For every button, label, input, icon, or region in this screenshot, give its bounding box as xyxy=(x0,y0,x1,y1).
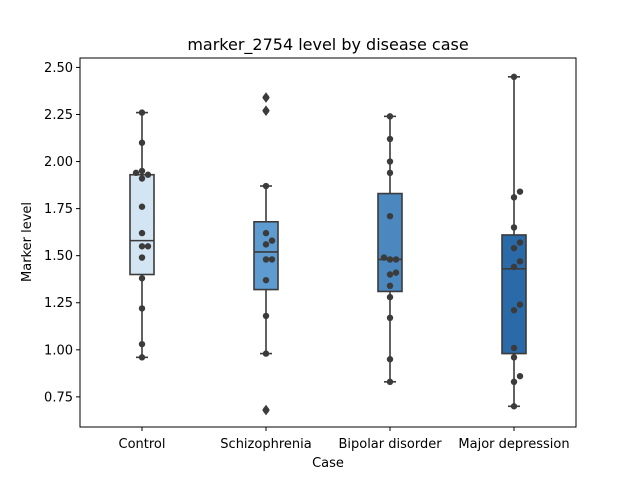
y-tick-label: 1.00 xyxy=(44,343,73,358)
x-tick-label: Major depression xyxy=(458,437,569,452)
data-point xyxy=(262,182,270,190)
data-point xyxy=(510,307,518,314)
data-point xyxy=(268,237,276,244)
data-point xyxy=(386,135,394,143)
data-point xyxy=(510,378,518,386)
box xyxy=(501,234,527,355)
data-point xyxy=(138,275,146,282)
y-tick-label: 2.50 xyxy=(44,61,73,76)
x-axis-label: Case xyxy=(312,456,344,471)
data-point xyxy=(138,229,146,237)
data-point xyxy=(386,293,394,301)
data-point xyxy=(262,241,270,248)
data-point xyxy=(516,258,524,265)
data-point xyxy=(386,113,394,120)
data-point xyxy=(392,256,400,263)
y-tick-label: 0.75 xyxy=(44,390,73,405)
data-point xyxy=(510,244,518,252)
data-point xyxy=(386,158,394,165)
y-tick-label: 1.75 xyxy=(44,202,73,217)
data-point xyxy=(262,107,270,114)
data-point xyxy=(262,276,270,284)
data-point xyxy=(516,301,524,308)
data-point xyxy=(386,169,394,177)
data-point xyxy=(262,94,270,101)
plot-area: 0.75 1.00 1.25 1.50 1.75 2.00 2.25 2.50 Control S… xyxy=(44,61,570,452)
y-tick-label: 2.00 xyxy=(44,155,73,170)
data-point xyxy=(386,356,394,363)
y-tick-label: 1.25 xyxy=(44,296,73,311)
data-point xyxy=(386,282,394,290)
x-tick-label: Bipolar disorder xyxy=(338,437,442,452)
data-point xyxy=(510,403,518,410)
data-point xyxy=(138,254,146,261)
x-tick-label: Schizophrenia xyxy=(220,437,311,452)
y-tick-label: 1.50 xyxy=(44,249,73,264)
data-point xyxy=(138,243,146,250)
data-point xyxy=(516,239,524,246)
data-point xyxy=(510,344,518,352)
data-point xyxy=(510,73,518,81)
data-point xyxy=(144,243,152,250)
x-tick-label: Control xyxy=(119,437,166,452)
y-tick-label: 2.25 xyxy=(44,108,73,123)
chart-title: marker_2754 level by disease case xyxy=(187,35,468,55)
data-point xyxy=(138,109,146,116)
data-point xyxy=(386,212,394,220)
data-point xyxy=(386,314,394,322)
data-point xyxy=(144,171,152,178)
data-point xyxy=(138,175,146,182)
data-point xyxy=(262,256,270,263)
plot-frame xyxy=(79,57,577,428)
data-point xyxy=(380,254,388,261)
data-point xyxy=(138,354,146,361)
data-point xyxy=(510,224,518,231)
data-point xyxy=(510,263,518,271)
data-point xyxy=(516,188,524,195)
data-point xyxy=(132,169,140,177)
data-point xyxy=(386,271,394,278)
data-point xyxy=(268,256,276,263)
data-point xyxy=(138,203,146,210)
data-point xyxy=(138,340,146,348)
data-point xyxy=(510,354,518,361)
data-point xyxy=(262,350,270,357)
data-point xyxy=(392,269,400,276)
data-point xyxy=(262,312,270,320)
data-point xyxy=(138,139,146,146)
data-point xyxy=(262,406,270,414)
y-axis-label: Marker level xyxy=(20,202,35,282)
data-point xyxy=(516,372,524,380)
data-point xyxy=(138,167,146,175)
data-point xyxy=(386,256,394,263)
data-point xyxy=(510,194,518,201)
data-point xyxy=(138,305,146,312)
data-point xyxy=(262,229,270,237)
data-point xyxy=(386,378,394,386)
